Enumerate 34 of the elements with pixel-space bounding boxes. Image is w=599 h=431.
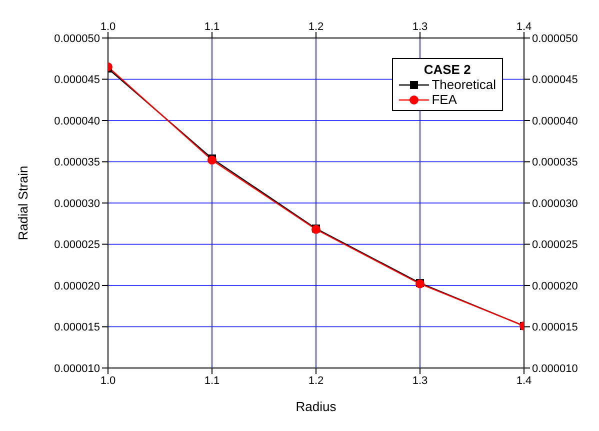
y2-tick-label: 0.000015 <box>532 322 578 334</box>
y-tick-label: 0.000050 <box>54 32 100 45</box>
legend-label: Theoretical <box>432 77 496 92</box>
y2-tick-label: 0.000050 <box>532 32 578 45</box>
y2-tick-label: 0.000020 <box>532 280 578 292</box>
x2-tick-label: 1.3 <box>412 374 428 387</box>
x-tick-label: 1.1 <box>204 21 220 33</box>
y-tick-label: 0.000045 <box>54 74 100 86</box>
y-tick-label: 0.000040 <box>54 115 100 128</box>
y2-tick-label: 0.000025 <box>532 239 578 252</box>
x2-tick-label: 1.0 <box>100 374 116 387</box>
x2-tick-label: 1.2 <box>308 374 324 387</box>
x-axis-title: Radius <box>296 399 337 414</box>
x2-tick-label: 1.1 <box>204 374 220 387</box>
y-tick-label: 0.000035 <box>54 156 100 169</box>
y-tick-label: 0.000025 <box>54 239 100 252</box>
point <box>208 156 216 165</box>
legend-label: FEA <box>432 92 457 107</box>
y-tick-label: 0.000010 <box>54 362 100 375</box>
x2-tick-label: 1.4 <box>516 374 532 387</box>
legend-title: CASE 2 <box>422 62 472 77</box>
x-tick-label: 1.4 <box>516 21 532 33</box>
y-tick-label: 0.000020 <box>54 280 100 292</box>
y-tick-label: 0.000030 <box>54 198 100 210</box>
y2-tick-label: 0.000045 <box>532 74 578 86</box>
y2-tick-label: 0.000030 <box>532 198 578 210</box>
y2-tick-label: 0.000035 <box>532 156 578 169</box>
x-tick-label: 1.3 <box>412 21 428 33</box>
y2-tick-label: 0.000010 <box>532 362 578 375</box>
y-axis-title: Radial Strain <box>16 166 31 240</box>
y2-tick-label: 0.000040 <box>532 115 578 128</box>
x-tick-label: 1.2 <box>308 21 324 33</box>
y-tick-label: 0.000015 <box>54 322 100 334</box>
x-tick-label: 1.0 <box>100 21 116 33</box>
